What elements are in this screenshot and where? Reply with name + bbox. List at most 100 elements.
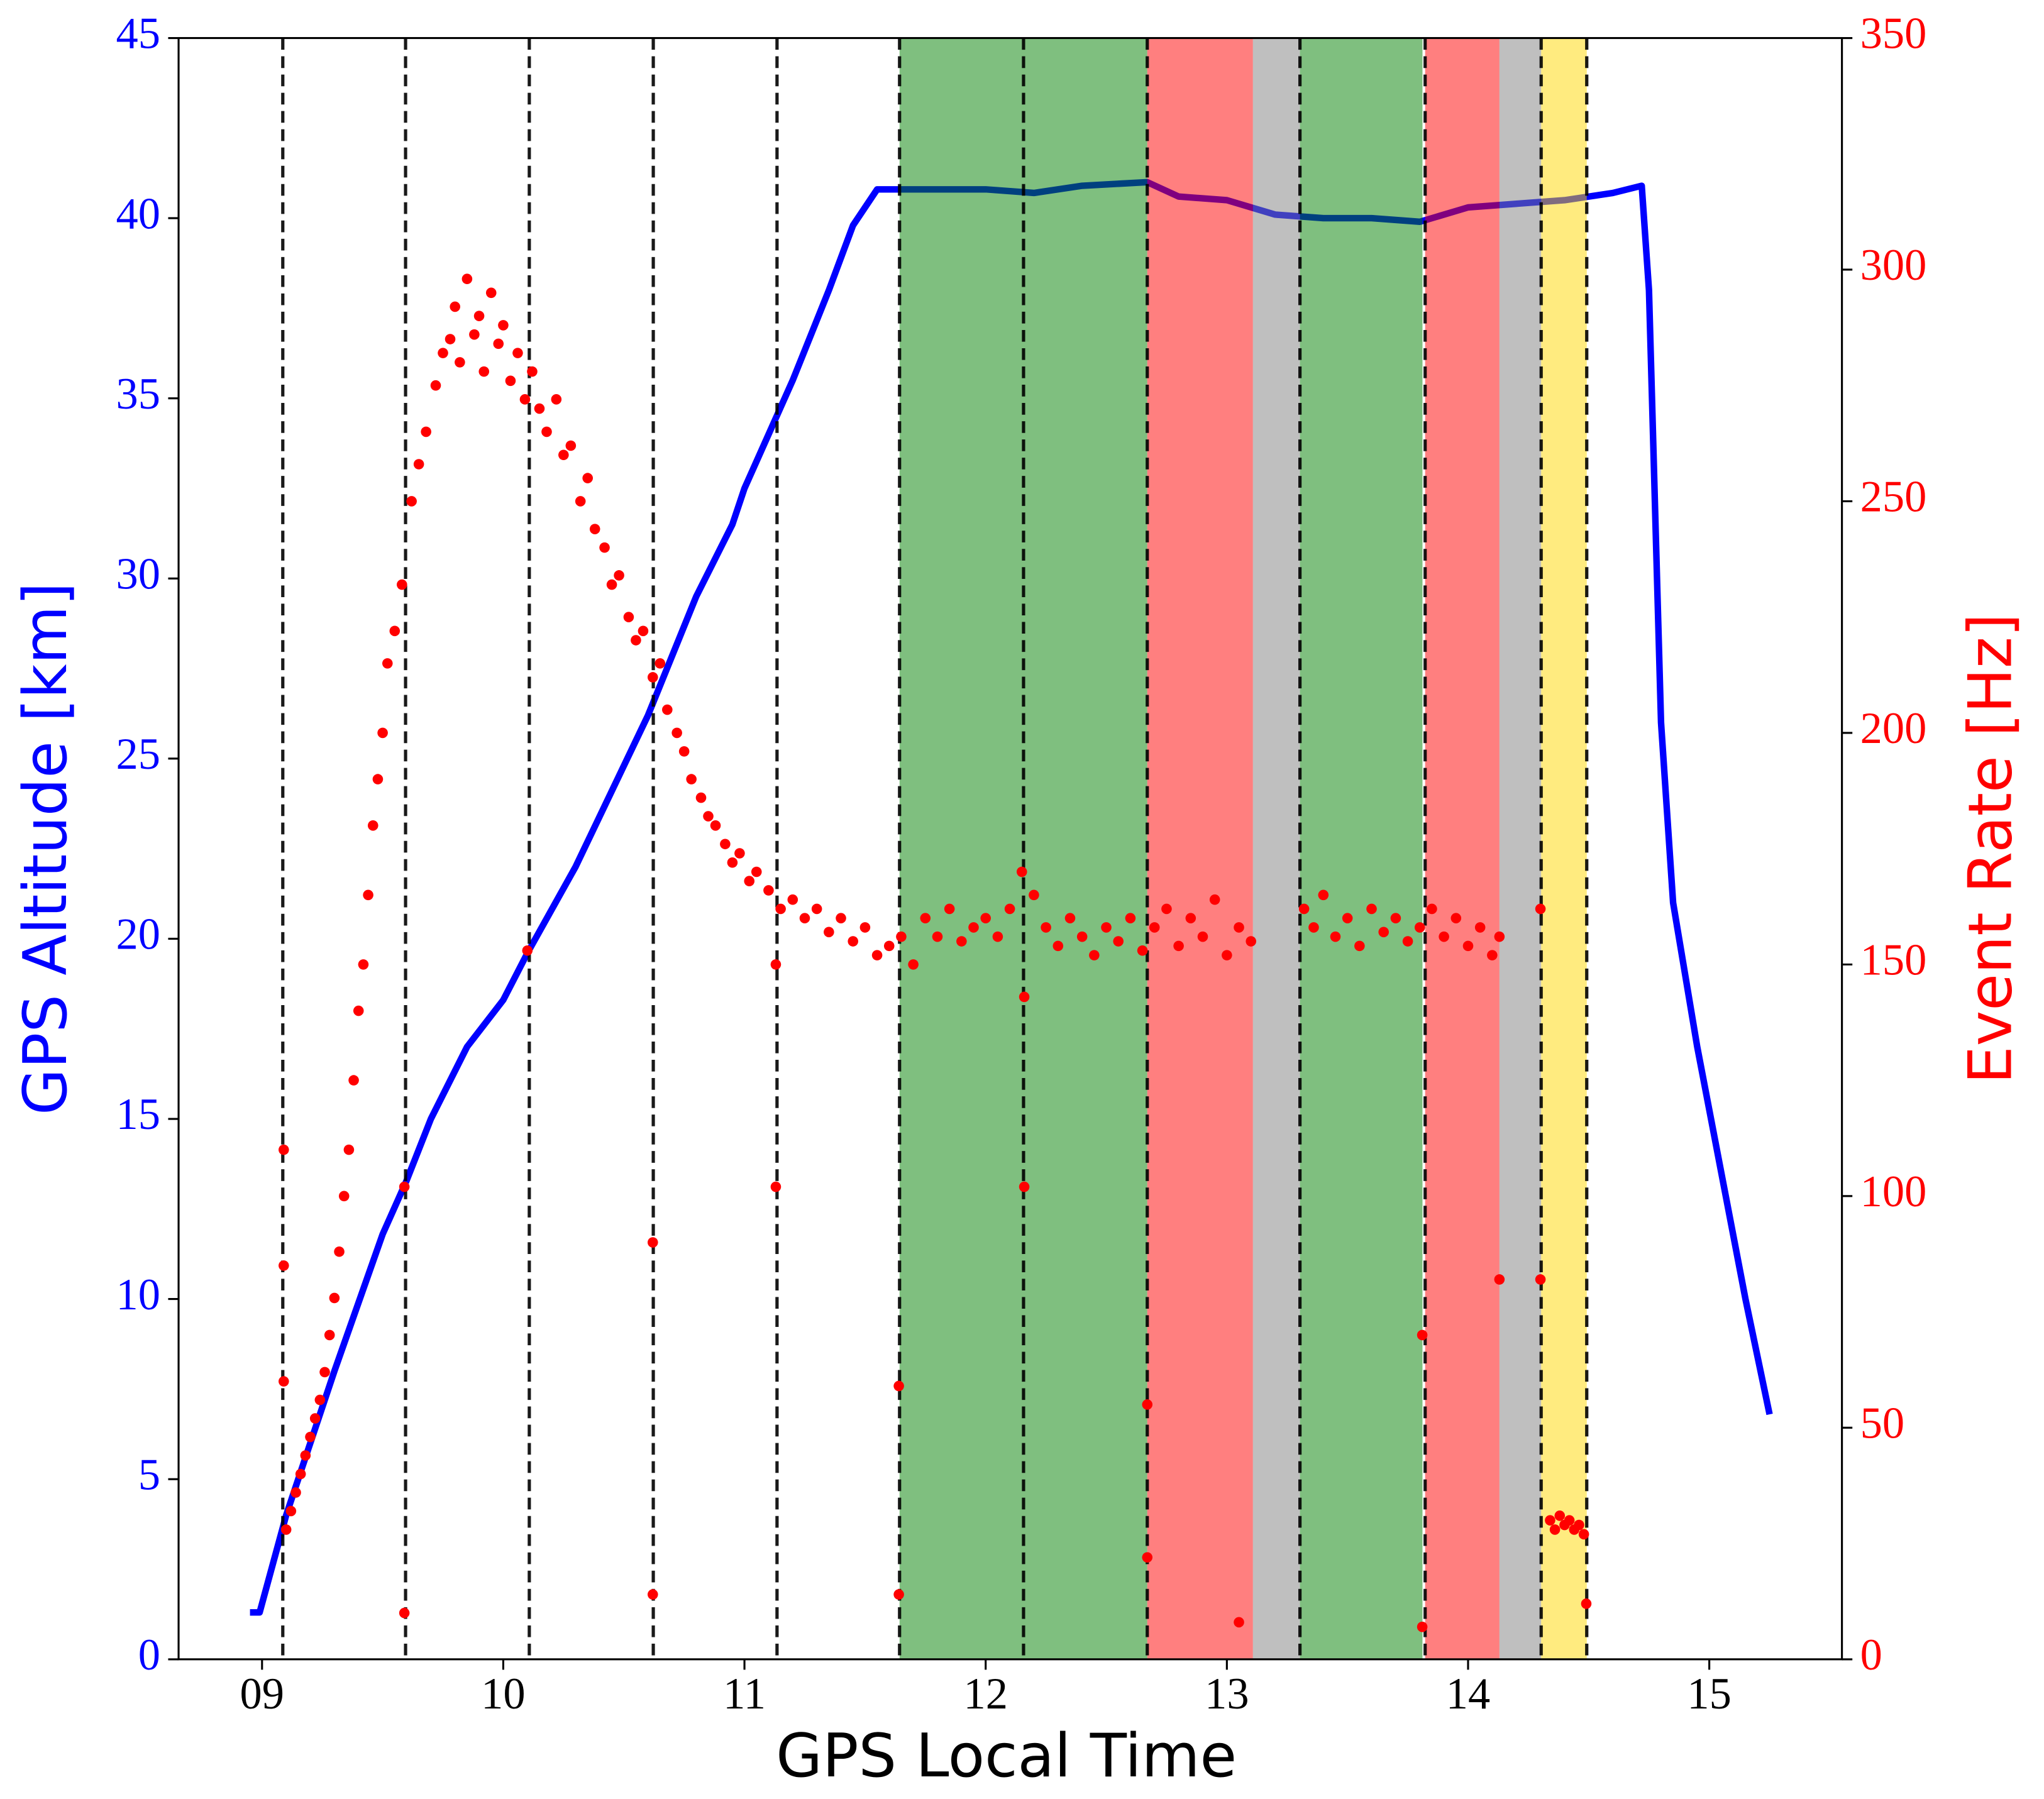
rate-point <box>1549 1524 1561 1535</box>
rate-point <box>1390 913 1401 923</box>
rate-point <box>1185 913 1196 923</box>
rate-point <box>319 1367 330 1378</box>
rate-point <box>1041 922 1051 933</box>
rate-point <box>279 1376 289 1387</box>
rate-point <box>896 931 907 942</box>
rate-point <box>1494 931 1505 942</box>
rate-point <box>1581 1598 1592 1609</box>
rate-point <box>358 959 369 970</box>
rate-point <box>279 1260 289 1271</box>
rate-point <box>324 1329 335 1341</box>
rate-point <box>893 1380 904 1392</box>
rate-point <box>551 394 562 405</box>
x-tick-label: 15 <box>1687 1670 1731 1719</box>
rate-point <box>372 774 384 784</box>
rate-point <box>338 1191 350 1202</box>
shaded-region <box>1499 38 1542 1659</box>
rate-point <box>473 311 485 321</box>
rate-point <box>1462 940 1474 952</box>
rate-point <box>1354 940 1365 952</box>
rate-point <box>734 848 745 859</box>
y2-tick-label: 100 <box>1860 1167 1927 1216</box>
rate-point <box>300 1450 311 1461</box>
rate-point <box>836 913 846 923</box>
rate-point <box>1378 927 1389 938</box>
rate-point <box>334 1246 345 1257</box>
rate-point <box>363 889 373 901</box>
rate-point <box>848 936 858 947</box>
rate-point <box>505 375 516 387</box>
rate-point <box>1052 940 1064 952</box>
y2-tick-label: 200 <box>1860 704 1927 753</box>
shaded-region <box>1541 38 1587 1659</box>
rate-point <box>859 922 871 933</box>
rate-point <box>824 927 834 938</box>
rate-point <box>498 320 509 331</box>
rate-point <box>1474 922 1486 933</box>
rate-point <box>493 338 504 349</box>
rate-point <box>751 866 762 877</box>
rate-point <box>871 950 883 960</box>
y-tick-label: 0 <box>138 1631 160 1680</box>
rate-point <box>1029 889 1039 901</box>
rate-point <box>703 811 714 822</box>
rate-point <box>589 524 600 534</box>
rate-point <box>1209 894 1220 905</box>
rate-point <box>1330 931 1341 942</box>
x-tick-label: 09 <box>240 1670 284 1719</box>
rate-point <box>647 1589 658 1600</box>
y-axis-label: GPS Altitude [km] <box>11 582 80 1115</box>
rate-point <box>770 959 782 970</box>
rate-point <box>421 426 431 437</box>
rate-point <box>599 542 610 553</box>
rate-point <box>980 913 992 923</box>
rate-point <box>1019 991 1030 1003</box>
rate-point <box>883 940 895 952</box>
rate-point <box>727 857 738 868</box>
rate-point <box>377 727 388 739</box>
rate-point <box>763 885 774 896</box>
rate-point <box>430 380 441 391</box>
rate-point <box>671 727 682 739</box>
rate-point <box>1417 1621 1428 1632</box>
rate-point <box>1427 903 1437 915</box>
rate-point <box>1545 1515 1555 1526</box>
rate-point <box>469 329 480 340</box>
rate-point <box>1101 922 1112 933</box>
rate-point <box>1535 1274 1546 1285</box>
rate-point <box>1494 1274 1505 1285</box>
rate-point <box>1402 936 1413 947</box>
rate-point <box>1142 1399 1153 1410</box>
rate-point <box>1318 889 1329 901</box>
rate-point <box>367 820 378 831</box>
rate-point <box>1487 950 1498 960</box>
rate-point <box>631 635 641 646</box>
rate-point <box>450 301 460 312</box>
rate-point <box>1535 903 1546 915</box>
rate-point <box>309 1413 321 1424</box>
rate-point <box>1342 913 1353 923</box>
rate-point <box>1076 931 1088 942</box>
rate-point <box>527 366 538 377</box>
rate-point <box>353 1005 364 1016</box>
x-tick-label: 13 <box>1205 1670 1249 1719</box>
rate-point <box>1417 1329 1428 1341</box>
rate-point <box>406 496 417 507</box>
rate-point <box>944 903 955 915</box>
plot-frame <box>177 36 1843 1661</box>
rate-point <box>606 579 617 590</box>
rate-point <box>329 1292 340 1304</box>
y2-tick-label: 300 <box>1860 241 1927 290</box>
y2-tick-label: 350 <box>1860 9 1927 58</box>
y-tick-label: 20 <box>116 910 160 959</box>
rate-point <box>512 348 523 358</box>
y2-tick-label: 50 <box>1860 1399 1904 1448</box>
y2-axis-label: Event Rate [Hz] <box>1956 613 2026 1084</box>
rate-point <box>920 913 931 923</box>
rate-point <box>1366 903 1377 915</box>
y-tick-label: 40 <box>116 189 160 238</box>
rate-point <box>455 357 465 368</box>
y-tick-label: 30 <box>116 549 160 598</box>
y-tick-label: 45 <box>116 9 160 58</box>
